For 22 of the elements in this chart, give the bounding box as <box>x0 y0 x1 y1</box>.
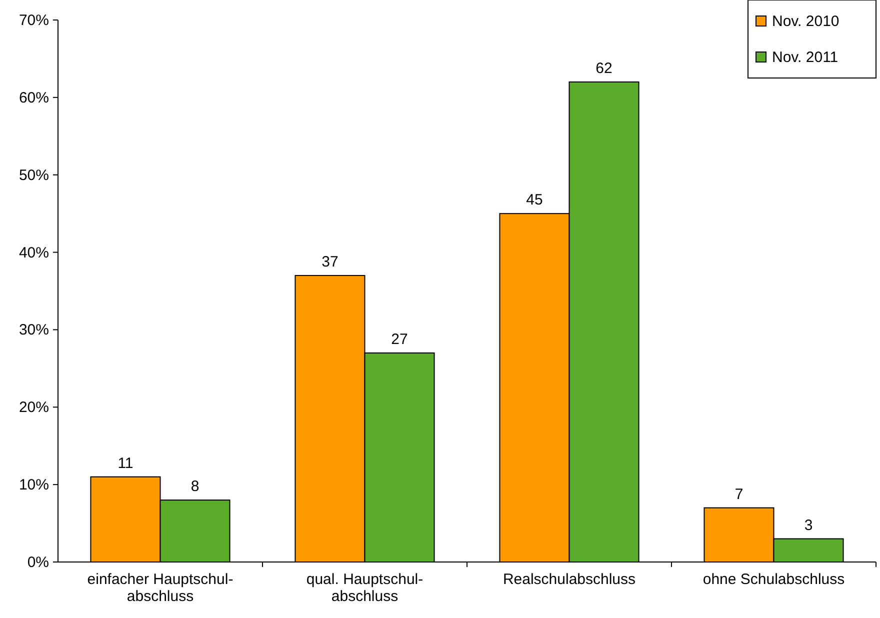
data-label: 27 <box>391 330 408 348</box>
legend-label: Nov. 2011 <box>772 49 838 66</box>
y-tick-label: 10% <box>18 476 49 494</box>
data-label: 45 <box>526 192 543 209</box>
y-tick-label: 70% <box>18 12 49 29</box>
legend-label: Nov. 2010 <box>772 13 840 30</box>
data-label: 7 <box>734 486 744 503</box>
data-label: 3 <box>804 516 813 534</box>
x-tick-label: ohne Schulabschluss <box>702 571 845 588</box>
data-label: 37 <box>322 254 338 271</box>
y-tick-label: 60% <box>18 89 49 106</box>
x-tick-label: qual. Hauptschul- abschluss <box>306 571 424 605</box>
data-label: 8 <box>190 478 200 496</box>
y-tick-label: 50% <box>18 166 49 184</box>
x-tick-label: Realschulabschluss <box>502 571 636 588</box>
y-tick-label: 40% <box>18 244 49 262</box>
data-label: 62 <box>596 60 612 77</box>
y-tick-label: 0% <box>27 554 49 571</box>
data-label: 11 <box>118 454 134 472</box>
x-tick-label: einfacher Hauptschul- abschluss <box>87 571 234 605</box>
y-tick-label: 30% <box>18 322 49 339</box>
y-tick-label: 20% <box>18 399 49 416</box>
